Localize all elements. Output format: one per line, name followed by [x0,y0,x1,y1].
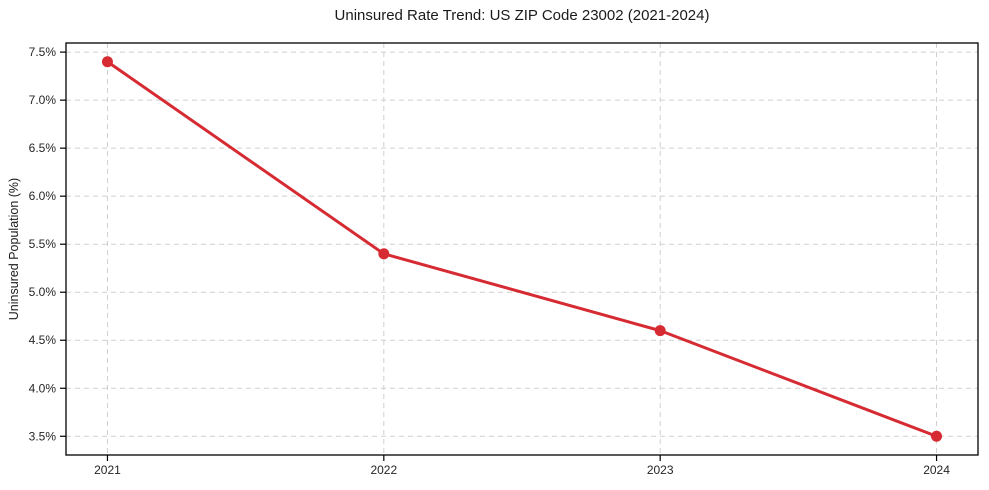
data-point-marker [931,430,943,442]
y-tick-label: 7.0% [29,93,57,107]
chart-title: Uninsured Rate Trend: US ZIP Code 23002 … [334,7,710,24]
y-tick-label: 7.5% [29,45,57,59]
y-tick-label: 3.5% [29,429,57,443]
x-tick-label: 2023 [647,463,674,477]
data-point-marker [654,325,666,337]
trend-line [105,60,939,438]
y-tick-label: 4.0% [29,381,57,395]
x-tick-label: 2024 [923,463,950,477]
y-tick-label: 5.0% [29,285,57,299]
y-tick-label: 5.5% [29,237,57,251]
data-point-marker [101,56,113,68]
x-tick-label: 2022 [370,463,397,477]
y-tick-label: 4.5% [29,333,57,347]
y-tick-label: 6.5% [29,141,57,155]
plot-border [65,42,979,456]
data-point-marker [378,248,390,260]
x-tick-label: 2021 [94,463,121,477]
y-tick-label: 6.0% [29,189,57,203]
